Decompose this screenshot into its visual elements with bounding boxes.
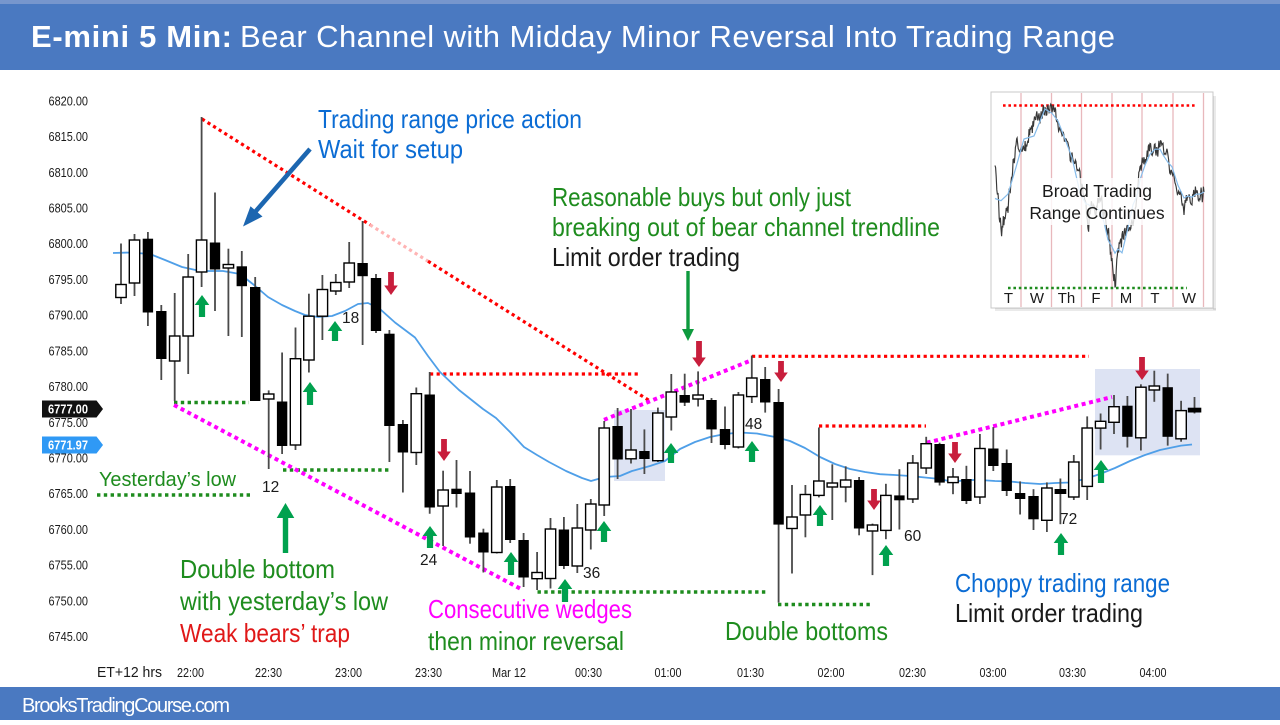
svg-text:Weak bears’ trap: Weak bears’ trap [180, 618, 350, 648]
svg-text:Limit order trading: Limit order trading [552, 242, 740, 272]
svg-text:E-mini 5 Min:: E-mini 5 Min: [31, 19, 232, 54]
svg-text:6780.00: 6780.00 [49, 380, 89, 394]
svg-text:6795.00: 6795.00 [49, 273, 89, 287]
svg-text:36: 36 [583, 565, 600, 582]
svg-text:with yesterday’s low: with yesterday’s low [179, 586, 388, 616]
svg-text:6750.00: 6750.00 [49, 594, 89, 608]
svg-text:02:30: 02:30 [899, 666, 926, 680]
svg-text:01:30: 01:30 [737, 666, 764, 680]
svg-text:6820.00: 6820.00 [49, 94, 89, 108]
svg-text:Bear Channel with Midday Minor: Bear Channel with Midday Minor Reversal … [240, 19, 1115, 54]
svg-text:Wait for setup: Wait for setup [318, 134, 463, 164]
svg-text:Mar 12: Mar 12 [492, 666, 526, 680]
svg-text:6810.00: 6810.00 [49, 166, 89, 180]
svg-text:Yesterday’s low: Yesterday’s low [99, 469, 237, 491]
svg-text:01:00: 01:00 [655, 666, 682, 680]
svg-text:6775.00: 6775.00 [49, 416, 89, 430]
svg-text:Double bottoms: Double bottoms [725, 616, 888, 646]
svg-text:6745.00: 6745.00 [49, 630, 89, 644]
svg-text:W: W [1030, 290, 1045, 307]
svg-text:18: 18 [342, 310, 359, 327]
svg-text:23:00: 23:00 [335, 666, 362, 680]
svg-text:6777.00: 6777.00 [48, 402, 88, 417]
svg-text:22:00: 22:00 [177, 666, 204, 680]
svg-text:6755.00: 6755.00 [49, 559, 89, 573]
svg-text:12: 12 [262, 479, 279, 496]
svg-text:6765.00: 6765.00 [49, 487, 89, 501]
svg-text:6815.00: 6815.00 [49, 130, 89, 144]
svg-text:Choppy trading range: Choppy trading range [955, 568, 1170, 598]
svg-text:BrooksTradingCourse.com: BrooksTradingCourse.com [22, 695, 230, 717]
svg-text:Range Continues: Range Continues [1029, 203, 1164, 223]
svg-text:Th: Th [1058, 290, 1076, 307]
svg-text:breaking out of bear channel t: breaking out of bear channel trendline [552, 212, 940, 242]
svg-text:6800.00: 6800.00 [49, 237, 89, 251]
svg-text:ET+12 hrs: ET+12 hrs [97, 664, 162, 681]
svg-text:6770.00: 6770.00 [49, 452, 89, 466]
svg-text:Broad Trading: Broad Trading [1042, 181, 1152, 201]
svg-text:Consecutive wedges: Consecutive wedges [428, 594, 632, 624]
svg-text:Double bottom: Double bottom [180, 554, 335, 584]
svg-text:24: 24 [420, 552, 438, 569]
svg-text:T: T [1150, 290, 1159, 307]
svg-text:6760.00: 6760.00 [49, 523, 89, 537]
svg-text:W: W [1182, 290, 1197, 307]
svg-text:6771.97: 6771.97 [48, 438, 88, 453]
svg-text:00:30: 00:30 [575, 666, 602, 680]
svg-text:03:00: 03:00 [980, 666, 1007, 680]
svg-text:22:30: 22:30 [255, 666, 282, 680]
svg-text:then minor reversal: then minor reversal [428, 626, 624, 656]
svg-text:Reasonable buys but only just: Reasonable buys but only just [552, 182, 852, 212]
svg-text:04:00: 04:00 [1140, 666, 1167, 680]
svg-text:02:00: 02:00 [818, 666, 845, 680]
svg-text:Limit order trading: Limit order trading [955, 598, 1143, 628]
svg-text:6785.00: 6785.00 [49, 344, 89, 358]
svg-text:60: 60 [904, 528, 922, 545]
svg-text:6790.00: 6790.00 [49, 309, 89, 323]
svg-text:M: M [1120, 290, 1133, 307]
svg-text:F: F [1091, 290, 1100, 307]
svg-text:48: 48 [745, 416, 762, 433]
svg-text:03:30: 03:30 [1059, 666, 1086, 680]
svg-text:72: 72 [1060, 511, 1077, 528]
svg-text:23:30: 23:30 [415, 666, 442, 680]
svg-text:Trading range price action: Trading range price action [318, 104, 582, 134]
svg-text:T: T [1004, 290, 1013, 307]
svg-text:6805.00: 6805.00 [49, 202, 89, 216]
